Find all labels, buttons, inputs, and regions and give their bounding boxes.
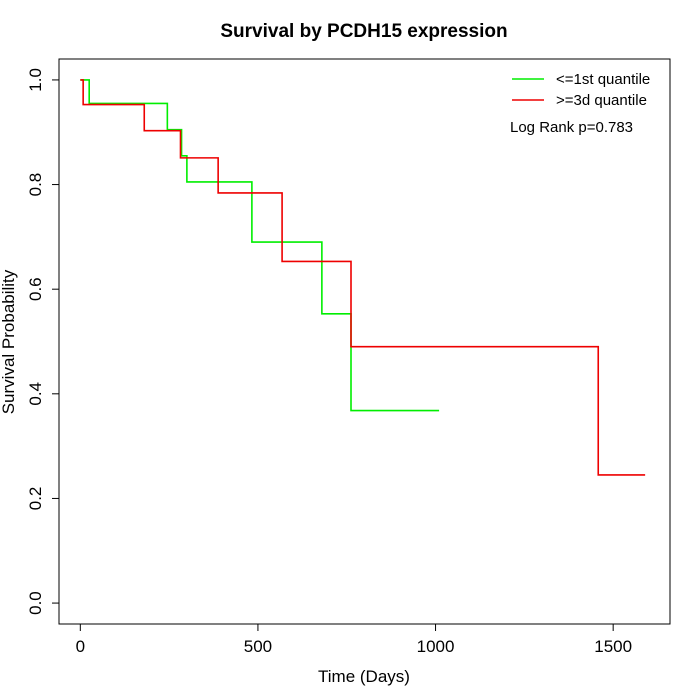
y-tick-label: 0.4: [26, 382, 45, 406]
series-line-1: [80, 79, 440, 412]
y-tick-label: 0.8: [26, 173, 45, 197]
x-tick-label: 500: [244, 637, 272, 656]
x-axis-label: Time (Days): [318, 667, 410, 686]
log-rank-annotation: Log Rank p=0.783: [510, 119, 633, 136]
legend: <=1st quantile >=3d quantile: [512, 71, 650, 109]
series-layer: [80, 79, 646, 476]
y-tick-label: 1.0: [26, 68, 45, 92]
y-tick-label: 0.6: [26, 277, 45, 301]
x-axis: 0 500 1000 1500: [76, 623, 632, 656]
y-axis: 0.0 0.2 0.4 0.6 0.8 1.0: [26, 68, 60, 615]
legend-label: <=1st quantile: [556, 71, 650, 88]
legend-label: >=3d quantile: [556, 92, 647, 109]
x-tick-label: 1000: [417, 637, 455, 656]
plot-frame: [58, 58, 671, 625]
chart-title: Survival by PCDH15 expression: [220, 21, 507, 42]
y-axis-label: Survival Probability: [0, 269, 18, 414]
x-tick-label: 0: [76, 637, 85, 656]
series-line-2: [80, 79, 646, 476]
x-tick-label: 1500: [594, 637, 632, 656]
y-tick-label: 0.2: [26, 487, 45, 511]
y-tick-label: 0.0: [26, 591, 45, 615]
